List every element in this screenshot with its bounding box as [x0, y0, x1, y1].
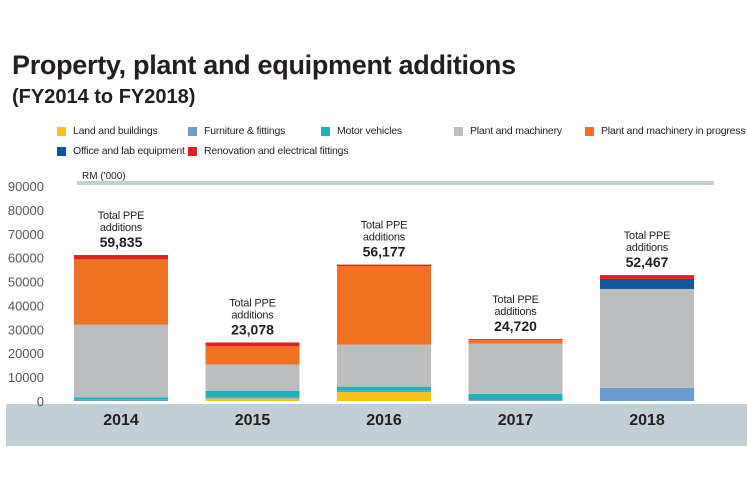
legend-item-plant-and-machinery-in-progress: Plant and machinery in progress — [585, 125, 746, 137]
y-tick-label: 30000 — [8, 322, 44, 337]
legend-label: Motor vehicles — [337, 125, 402, 137]
legend-label: Land and buildings — [73, 125, 158, 137]
legend-item-furniture-and-fittings: Furniture & fittings — [188, 125, 285, 137]
legend-label: Office and lab equipment — [73, 145, 185, 157]
total-label: additions — [100, 222, 143, 234]
legend-item-renovation-and-electrical-fittings: Renovation and electrical fittings — [188, 145, 349, 157]
y-tick-label: 60000 — [8, 251, 44, 266]
bar-segment — [337, 264, 431, 267]
legend-swatch — [454, 126, 463, 136]
legend-label: Furniture & fittings — [204, 125, 286, 137]
bar-segment — [337, 390, 431, 393]
x-category-label: 2016 — [366, 412, 402, 429]
bar-segment — [74, 399, 168, 401]
total-value: 24,720 — [494, 318, 537, 334]
bar-segment — [205, 398, 300, 401]
total-label: Total PPE — [361, 220, 408, 232]
bar-segment — [205, 397, 300, 399]
legend-item-office-and-lab-equipment: Office and lab equipment — [57, 145, 185, 157]
total-label: Total PPE — [492, 294, 539, 306]
bar-segment — [74, 397, 168, 400]
bar-segment — [468, 393, 563, 401]
legend-swatch — [188, 146, 197, 156]
x-category-label: 2018 — [629, 412, 665, 429]
total-label: additions — [626, 242, 669, 254]
x-category-label: 2017 — [498, 412, 534, 429]
bar-segment — [600, 288, 694, 388]
bar-segment — [600, 278, 694, 289]
bar-segment — [205, 346, 300, 365]
unit-label: RM ('000) — [82, 171, 126, 182]
total-value: 52,467 — [626, 254, 669, 270]
total-label: Total PPE — [98, 210, 145, 222]
y-tick-label: 20000 — [8, 346, 44, 361]
bar-segment — [468, 400, 563, 401]
y-tick-label: 40000 — [8, 298, 44, 313]
total-label: additions — [363, 232, 406, 244]
bar-segment — [205, 390, 300, 398]
bar-segment — [337, 386, 431, 391]
y-tick-label: 0 — [37, 394, 44, 409]
x-category-label: 2015 — [235, 412, 271, 429]
legend-swatch — [585, 126, 594, 136]
bar-segment — [74, 255, 168, 260]
bar-segment — [205, 364, 300, 391]
chart-title: Property, plant and equipment additions — [12, 50, 516, 80]
y-tick-label: 90000 — [8, 179, 44, 194]
total-label: additions — [231, 309, 274, 321]
category-axis-band — [6, 404, 747, 446]
total-label: additions — [494, 306, 537, 318]
legend-swatch — [57, 146, 66, 156]
legend-item-plant-and-machinery: Plant and machinery — [454, 125, 562, 137]
legend-item-motor-vehicles: Motor vehicles — [321, 125, 402, 137]
legend-swatch — [57, 126, 66, 136]
x-category-label: 2014 — [103, 412, 139, 429]
total-value: 23,078 — [231, 321, 274, 337]
bar-segment — [74, 259, 168, 325]
legend-swatch — [188, 126, 197, 136]
bar-segment — [468, 343, 563, 394]
bar-segment — [600, 387, 694, 401]
total-label: Total PPE — [624, 230, 671, 242]
y-tick-label: 10000 — [8, 370, 44, 385]
top-axis-band — [77, 181, 714, 185]
bar-segment — [468, 339, 563, 341]
legend-label: Plant and machinery — [470, 125, 562, 137]
bar-segment — [205, 342, 300, 347]
chart-subtitle: (FY2014 to FY2018) — [12, 86, 196, 108]
bar-segment — [74, 324, 168, 398]
bar-segment — [600, 275, 694, 279]
legend-item-land-and-buildings: Land and buildings — [57, 125, 158, 137]
legend-swatch — [321, 126, 330, 136]
bar-segment — [468, 340, 563, 344]
legend-label: Renovation and electrical fittings — [204, 145, 349, 157]
bar-segment — [337, 392, 431, 401]
bar-segment — [337, 266, 431, 345]
legend-label: Plant and machinery in progress — [601, 125, 746, 137]
total-value: 59,835 — [100, 234, 143, 250]
y-tick-label: 80000 — [8, 203, 44, 218]
total-value: 56,177 — [363, 244, 406, 260]
total-label: Total PPE — [229, 297, 276, 309]
y-tick-label: 70000 — [8, 227, 44, 242]
y-tick-label: 50000 — [8, 275, 44, 290]
bar-segment — [337, 344, 431, 387]
